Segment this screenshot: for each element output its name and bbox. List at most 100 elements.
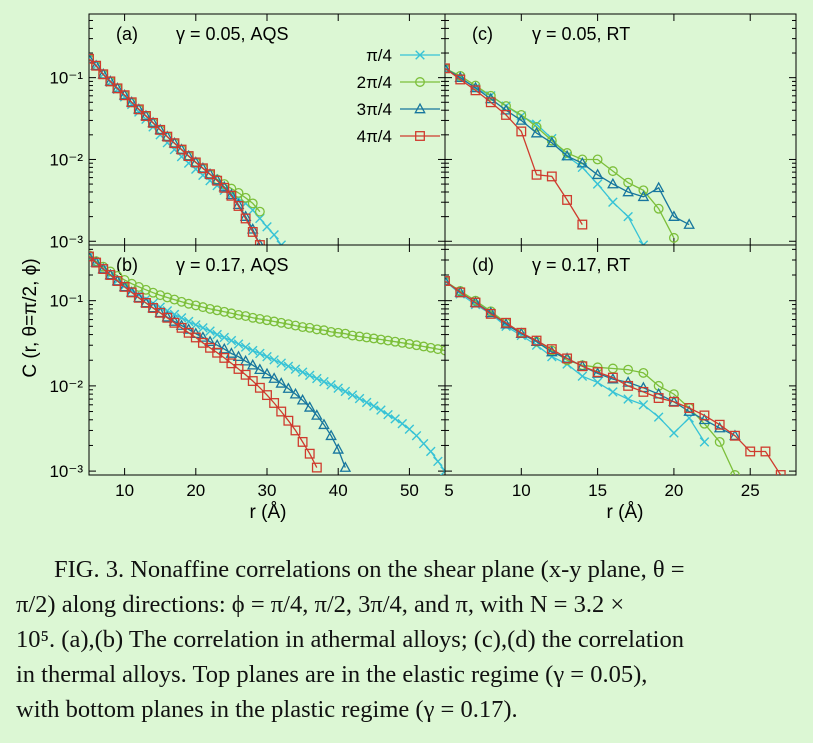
data-point-pi_4 xyxy=(262,351,272,362)
data-point-pi_4 xyxy=(383,409,393,420)
data-point-2pi_4 xyxy=(714,436,725,447)
data-point-pi_4 xyxy=(592,179,603,189)
data-point-2pi_4 xyxy=(592,154,603,165)
data-point-2pi_4 xyxy=(375,334,386,345)
data-point-2pi_4 xyxy=(240,192,251,203)
data-point-4pi_4 xyxy=(485,97,496,108)
data-point-4pi_4 xyxy=(141,111,151,121)
data-point-2pi_4 xyxy=(162,292,173,303)
data-point-4pi_4 xyxy=(155,124,166,135)
data-point-4pi_4 xyxy=(162,312,173,323)
data-point-pi_4 xyxy=(608,387,618,397)
data-point-4pi_4 xyxy=(105,270,116,280)
data-point-3pi_4 xyxy=(282,382,295,393)
data-point-2pi_4 xyxy=(361,332,372,343)
caption-line-5: with bottom planes in the plastic regime… xyxy=(16,696,518,723)
data-point-4pi_4 xyxy=(297,436,308,447)
data-point-3pi_4 xyxy=(546,345,558,357)
data-point-2pi_4 xyxy=(516,109,527,120)
data-point-pi_4 xyxy=(361,397,372,408)
data-point-3pi_4 xyxy=(561,149,573,161)
x-tick-label: 40 xyxy=(329,481,348,500)
data-point-pi_4 xyxy=(276,358,287,368)
data-point-2pi_4 xyxy=(240,311,251,321)
series-line-3pi_4 xyxy=(445,67,690,226)
x-axis-label-right: r (Å) xyxy=(607,502,644,523)
data-point-3pi_4 xyxy=(225,347,238,358)
data-point-4pi_4 xyxy=(276,406,287,417)
data-point-4pi_4 xyxy=(240,213,251,224)
data-point-3pi_4 xyxy=(591,168,604,180)
data-point-3pi_4 xyxy=(232,198,245,210)
data-point-4pi_4 xyxy=(531,335,542,346)
data-point-2pi_4 xyxy=(326,326,337,337)
panel-frame xyxy=(444,13,797,246)
data-point-pi_4 xyxy=(390,414,400,424)
data-point-3pi_4 xyxy=(515,114,528,125)
data-point-4pi_4 xyxy=(190,157,201,168)
data-point-4pi_4 xyxy=(240,369,251,380)
data-point-2pi_4 xyxy=(219,306,230,317)
data-point-2pi_4 xyxy=(368,333,379,344)
data-point-2pi_4 xyxy=(404,339,415,349)
data-point-4pi_4 xyxy=(546,171,557,182)
data-point-2pi_4 xyxy=(638,185,649,196)
data-point-pi_4 xyxy=(638,399,649,410)
data-point-3pi_4 xyxy=(500,317,512,329)
data-point-pi_4 xyxy=(276,240,287,245)
data-point-2pi_4 xyxy=(297,322,308,333)
y-tick-label: 10⁻¹ xyxy=(49,292,83,311)
data-point-4pi_4 xyxy=(141,298,151,308)
panel-label: (a) xyxy=(116,24,138,44)
x-tick-label: 10 xyxy=(115,481,134,500)
data-point-3pi_4 xyxy=(530,126,543,138)
data-point-4pi_4 xyxy=(133,104,144,115)
data-point-3pi_4 xyxy=(268,372,280,383)
data-point-2pi_4 xyxy=(247,198,258,209)
data-point-3pi_4 xyxy=(254,363,266,375)
caption-line-2: π/2) along directions: ϕ = π/4, π/2, 3π/… xyxy=(16,591,625,618)
data-point-4pi_4 xyxy=(233,364,244,374)
legend-marker-3pi_4 xyxy=(414,102,426,114)
data-point-3pi_4 xyxy=(683,405,695,416)
panel-b: 10⁻³ 10⁻² 10⁻¹ 10 20 30 40 50 (b) γ = 0.17, AQS xyxy=(49,244,446,500)
data-point-4pi_4 xyxy=(205,169,215,180)
data-point-2pi_4 xyxy=(354,331,365,342)
data-point-4pi_4 xyxy=(684,403,695,413)
series-line-4pi_4 xyxy=(445,280,782,475)
data-point-4pi_4 xyxy=(269,398,280,408)
legend-label-3pi_4: 3π/4 xyxy=(357,100,392,119)
data-point-4pi_4 xyxy=(162,131,173,142)
data-point-pi_4 xyxy=(653,412,664,422)
data-point-4pi_4 xyxy=(455,287,466,298)
data-point-pi_4 xyxy=(319,376,329,387)
data-point-2pi_4 xyxy=(283,319,294,330)
data-point-2pi_4 xyxy=(311,324,322,335)
data-point-2pi_4 xyxy=(383,335,393,346)
data-point-2pi_4 xyxy=(432,344,443,355)
data-point-4pi_4 xyxy=(226,358,237,369)
data-point-4pi_4 xyxy=(119,90,130,101)
data-point-2pi_4 xyxy=(254,314,265,324)
data-point-4pi_4 xyxy=(638,386,649,397)
data-point-pi_4 xyxy=(219,332,230,343)
data-point-2pi_4 xyxy=(190,300,201,311)
data-point-2pi_4 xyxy=(319,325,329,336)
data-point-4pi_4 xyxy=(607,372,618,383)
legend-label-2pi_4: 2π/4 xyxy=(357,73,392,92)
data-point-3pi_4 xyxy=(683,218,695,229)
data-point-pi_4 xyxy=(577,371,588,381)
data-point-2pi_4 xyxy=(233,187,244,198)
panel-label: (b) xyxy=(116,255,138,275)
panel-d: 5 10 15 20 25 (d) γ = 0.17, RT xyxy=(444,244,797,500)
caption-line-1: FIG. 3. Nonaffine correlations on the sh… xyxy=(54,556,685,583)
data-point-4pi_4 xyxy=(212,175,223,186)
series-line-4pi_4 xyxy=(445,67,583,225)
data-point-2pi_4 xyxy=(226,308,237,319)
legend-label-4pi_4: 4π/4 xyxy=(357,127,392,146)
data-point-4pi_4 xyxy=(283,415,294,426)
data-point-2pi_4 xyxy=(347,330,358,341)
panel-title: γ = 0.05, AQS xyxy=(176,24,289,44)
data-point-2pi_4 xyxy=(668,389,679,400)
data-point-4pi_4 xyxy=(133,292,144,303)
